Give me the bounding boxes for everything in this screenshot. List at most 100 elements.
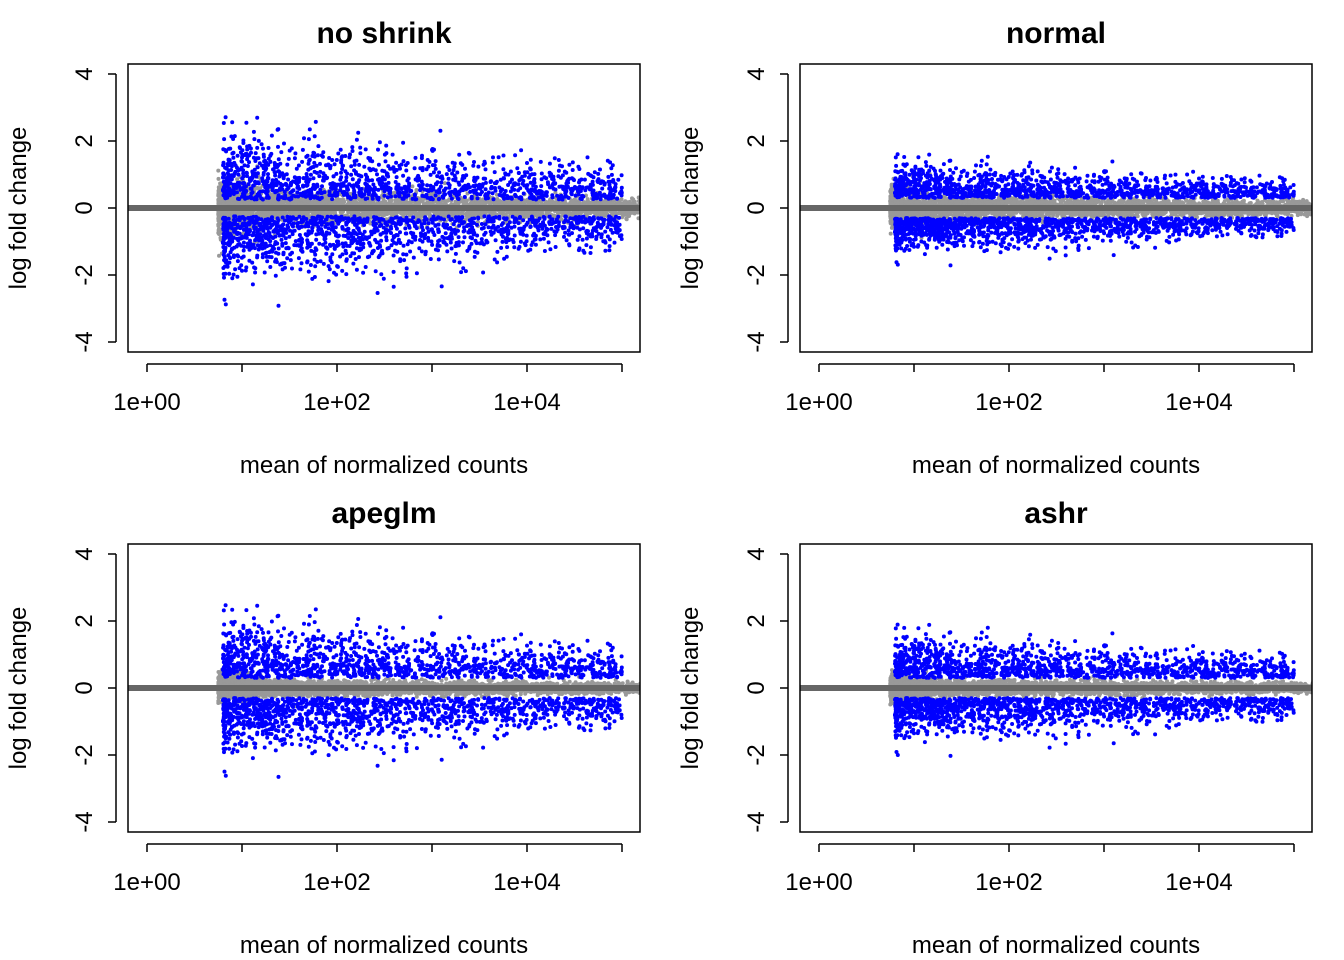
point-significant [512,224,517,229]
point-significant [265,259,270,264]
point-significant [248,146,253,151]
point-significant [413,177,418,182]
point-not-significant [488,201,493,206]
point-significant [547,214,552,219]
point-significant [307,127,312,132]
point-significant [483,167,488,172]
point-significant [524,233,529,238]
point-not-significant [216,168,221,173]
point-significant [433,166,438,171]
point-significant [389,194,393,199]
point-significant [308,172,313,177]
point-significant [436,257,441,262]
point-not-significant [587,210,592,215]
point-significant [467,228,472,233]
point-significant [247,160,251,165]
point-significant [607,244,612,249]
point-not-significant [442,181,447,186]
point-significant [461,229,466,234]
point-significant [314,221,319,226]
point-not-significant [508,210,513,215]
point-significant [428,172,433,177]
point-significant [230,120,235,125]
point-significant [492,170,497,175]
point-significant [465,224,470,228]
point-not-significant [250,201,255,205]
point-significant [320,154,325,159]
point-significant [276,193,281,198]
point-not-significant [245,201,249,206]
point-not-significant [627,213,632,218]
point-significant [376,255,381,260]
point-significant [245,147,250,152]
point-not-significant [420,199,425,204]
point-significant [495,260,500,265]
point-significant [619,237,624,241]
point-significant [325,214,330,219]
point-significant [326,226,331,231]
point-not-significant [321,200,326,205]
point-significant [431,170,436,175]
point-significant [296,163,301,168]
point-significant [351,195,356,200]
point-significant [428,257,433,261]
point-significant [226,216,231,221]
point-significant [471,163,476,168]
point-significant [610,230,615,235]
point-significant [309,248,314,253]
point-significant [353,257,358,261]
point-significant [330,158,335,162]
point-significant [244,120,249,125]
point-significant [313,119,318,124]
point-not-significant [410,184,415,189]
point-significant [306,137,311,142]
point-significant [433,193,438,198]
point-significant [242,244,247,249]
point-significant [605,234,610,239]
point-significant [479,226,484,231]
point-not-significant [217,211,222,216]
point-significant [446,176,451,181]
point-significant [264,254,269,259]
point-significant [316,231,321,236]
point-not-significant [217,194,222,199]
point-significant [494,179,499,184]
point-significant [222,275,226,280]
point-significant [401,252,406,257]
point-not-significant [333,201,337,206]
point-significant [393,180,398,184]
point-significant [442,236,447,241]
point-significant [243,196,248,201]
point-significant [606,174,611,179]
point-significant [241,240,246,245]
point-significant [340,241,345,246]
point-significant [261,146,265,151]
point-not-significant [274,201,279,206]
point-not-significant [624,216,629,221]
point-significant [232,134,237,139]
point-significant [398,190,402,195]
point-significant [446,181,451,186]
point-significant [306,161,311,166]
point-significant [546,240,551,245]
point-significant [282,189,287,194]
point-significant [576,192,581,197]
point-significant [306,229,311,234]
point-significant [357,255,361,260]
point-not-significant [473,210,478,215]
point-significant [375,291,380,295]
point-significant [430,220,435,225]
point-significant [425,183,430,188]
point-significant [247,258,252,263]
point-significant [314,163,319,168]
point-significant [525,220,530,225]
point-not-significant [358,198,363,202]
point-not-significant [428,200,433,204]
point-significant [356,235,361,240]
point-significant [492,257,497,262]
point-significant [311,182,316,187]
point-significant [295,190,300,195]
point-significant [378,232,383,237]
point-significant [327,189,332,194]
point-significant [391,284,396,289]
